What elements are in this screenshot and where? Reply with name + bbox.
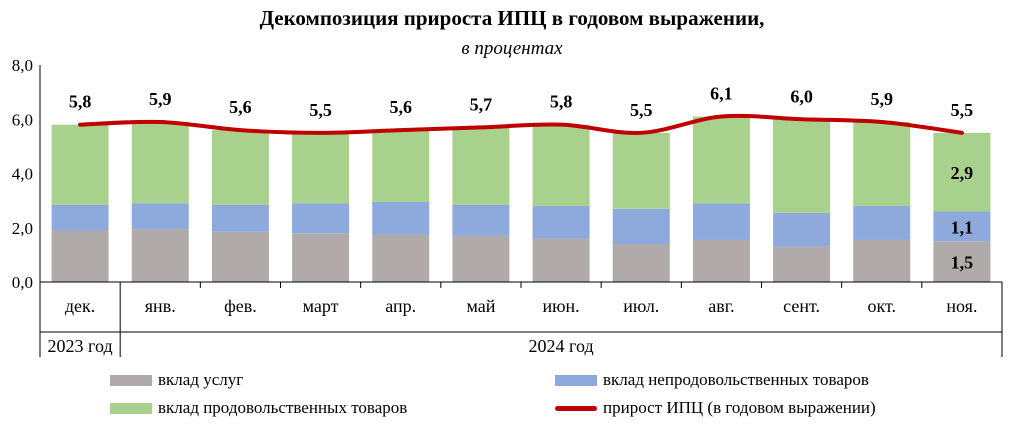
bar-segment-nonfood (933, 211, 991, 242)
bar-segment-nonfood (51, 204, 109, 231)
legend-swatch-nonfood (555, 374, 597, 386)
cpi-value-label: 5,5 (309, 100, 332, 120)
bar-segment-food (853, 121, 911, 207)
bar-segment-nonfood (692, 203, 750, 240)
legend-item-nonfood: вклад непродовольственных товаров (555, 370, 869, 390)
cpi-value-label: 5,5 (951, 100, 974, 120)
bar-segment-nonfood (853, 206, 911, 240)
bar-segment-services (853, 239, 911, 282)
bar-segment-food (692, 116, 750, 204)
year-group-label: 2024 год (529, 336, 594, 356)
bar-segment-food (211, 130, 269, 205)
x-tick-label: сент. (783, 296, 820, 316)
chart-subtitle: в процентах (461, 38, 563, 59)
bar-segment-services (51, 230, 109, 282)
cpi-value-label: 6,0 (790, 86, 813, 106)
legend-label-nonfood: вклад непродовольственных товаров (603, 370, 869, 389)
legend-label-food: вклад продовольственных товаров (158, 398, 408, 417)
x-tick-label: май (466, 296, 495, 316)
bar-segment-food (612, 132, 670, 209)
bar-segment-nonfood (211, 204, 269, 232)
bar-segment-services (692, 239, 750, 282)
y-tick-label: 2,0 (12, 219, 33, 238)
cpi-value-label: 5,9 (871, 89, 894, 109)
cpi-value-label: 5,6 (229, 97, 252, 117)
bar-segment-services (532, 238, 590, 282)
cpi-value-label: 5,5 (630, 100, 653, 120)
x-tick-label: янв. (145, 296, 176, 316)
legend-swatch-services (110, 374, 152, 386)
legend-label-services: вклад услуг (158, 370, 244, 389)
segment-value-label: 1,5 (951, 253, 974, 273)
bar-segment-food (452, 127, 510, 205)
bar-segment-nonfood (131, 203, 189, 230)
bar-segment-food (532, 124, 590, 207)
chart-canvas: 0,0 2,0 4,0 6,0 8,0 дек. янв. фев. март апр. май ию… (12, 56, 1003, 357)
chart-title: Декомпозиция прироста ИПЦ в годовом выра… (259, 6, 765, 30)
segment-value-label: 2,9 (951, 163, 974, 183)
bar-segment-services (773, 246, 831, 282)
bar-segment-food (131, 121, 189, 204)
bar-segment-services (292, 233, 350, 282)
bar-segment-food (372, 130, 430, 202)
legend-label-cpi: прирост ИПЦ (в годовом выражении) (603, 398, 876, 417)
x-tick-label: дек. (65, 296, 95, 316)
x-tick-label: ноя. (946, 296, 977, 316)
bar-segment-services (612, 244, 670, 282)
cpi-value-label: 5,7 (470, 94, 493, 114)
segment-value-label: 1,1 (951, 217, 974, 237)
x-tick-label: авг. (708, 296, 734, 316)
legend-item-food: вклад продовольственных товаров (110, 398, 407, 418)
x-tick-label: окт. (867, 296, 896, 316)
y-tick-label: 6,0 (12, 110, 33, 129)
bar-segment-food (51, 124, 109, 205)
bar-segment-food (292, 132, 350, 204)
cpi-growth-line (78, 113, 964, 135)
bar-segment-food (933, 132, 991, 212)
bar-segment-services (131, 229, 189, 282)
x-tick-label: июн. (542, 296, 579, 316)
y-tick-label: 0,0 (12, 273, 33, 292)
bar-segment-services (372, 234, 430, 282)
chart-legend: вклад услуг вклад непродовольственных то… (0, 368, 1024, 428)
bar-segment-nonfood (292, 203, 350, 234)
bar-segment-nonfood (452, 204, 510, 236)
cpi-value-label: 5,9 (149, 89, 172, 109)
bar-segment-nonfood (612, 208, 670, 245)
x-tick-label: фев. (224, 296, 257, 316)
legend-swatch-food (110, 402, 152, 414)
bar-segment-services (211, 231, 269, 282)
bar-segment-nonfood (532, 206, 590, 239)
legend-item-services: вклад услуг (110, 370, 243, 390)
bar-segment-services (452, 235, 510, 282)
bar-segment-services (933, 241, 991, 282)
x-tick-label: апр. (385, 296, 416, 316)
bar-segment-food (773, 119, 831, 213)
y-tick-label: 8,0 (12, 56, 33, 75)
year-group-label: 2023 год (48, 336, 113, 356)
legend-line-cpi (555, 405, 597, 411)
cpi-value-label: 5,8 (69, 92, 92, 112)
y-tick-label: 4,0 (12, 165, 33, 184)
legend-item-cpi: прирост ИПЦ (в годовом выражении) (555, 398, 876, 418)
cpi-value-label: 5,8 (550, 92, 573, 112)
cpi-value-label: 6,1 (710, 84, 733, 104)
cpi-value-label: 5,6 (390, 97, 413, 117)
bar-segment-nonfood (372, 201, 430, 235)
x-tick-label: июл. (623, 296, 659, 316)
x-tick-label: март (303, 296, 339, 316)
bar-segment-nonfood (773, 212, 831, 247)
